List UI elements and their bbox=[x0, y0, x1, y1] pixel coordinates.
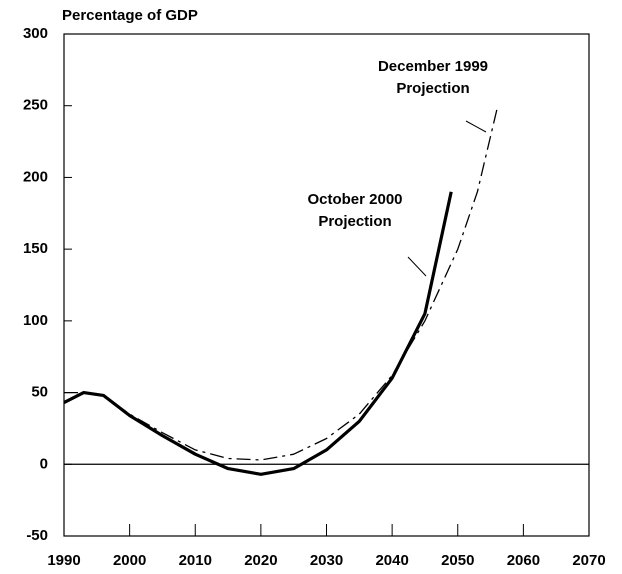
plot-frame bbox=[63, 33, 590, 537]
y-tick-label: 250 bbox=[23, 97, 48, 114]
leader-line bbox=[407, 256, 427, 277]
annotation: December 1999 bbox=[378, 58, 488, 75]
x-tick-label: 1990 bbox=[47, 552, 80, 569]
y-tick-label: -50 bbox=[26, 527, 48, 544]
y-tick-label: 300 bbox=[23, 25, 48, 42]
annotation: October 2000 bbox=[307, 191, 402, 208]
x-tick-label: 2060 bbox=[507, 552, 540, 569]
x-tick-label: 2050 bbox=[441, 552, 474, 569]
y-tick-label: 100 bbox=[23, 312, 48, 329]
x-tick-label: 2030 bbox=[310, 552, 343, 569]
y-tick-label: 0 bbox=[40, 455, 48, 472]
x-tick-label: 2010 bbox=[179, 552, 212, 569]
x-tick-label: 2040 bbox=[375, 552, 408, 569]
annotation: Projection bbox=[396, 80, 469, 97]
y-tick-label: 200 bbox=[23, 168, 48, 185]
x-tick-label: 2070 bbox=[572, 552, 605, 569]
x-tick-label: 2020 bbox=[244, 552, 277, 569]
annotation: Projection bbox=[318, 213, 391, 230]
x-tick-label: 2000 bbox=[113, 552, 146, 569]
series-line bbox=[63, 191, 453, 476]
y-tick-label: 150 bbox=[23, 240, 48, 257]
leader-line bbox=[465, 120, 487, 133]
series-line bbox=[64, 108, 498, 461]
y-tick-label: 50 bbox=[31, 384, 48, 401]
y-axis-label: Percentage of GDP bbox=[62, 7, 198, 24]
